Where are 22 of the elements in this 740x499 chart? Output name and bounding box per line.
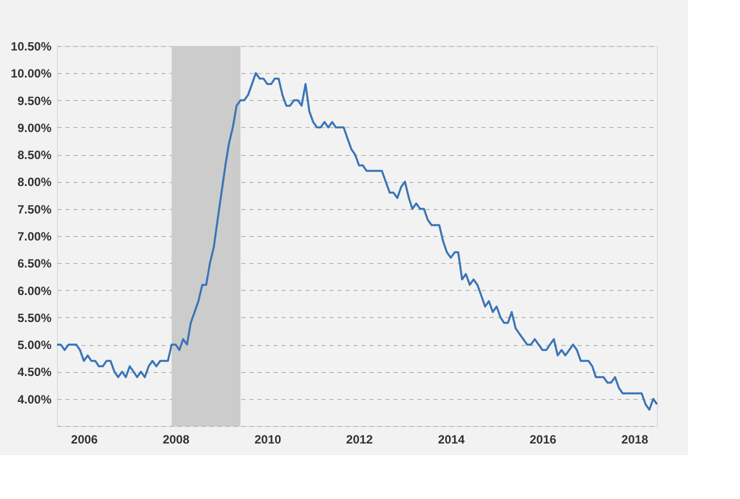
line-series	[56, 72, 658, 411]
y-tick-label: 5.50%	[17, 310, 52, 325]
x-tick-label: 2010	[254, 432, 282, 446]
y-tick-label: 4.00%	[17, 392, 52, 406]
y-tick-label: 9.00%	[17, 120, 52, 135]
y-tick-label: 5.00%	[17, 338, 52, 352]
y-tick-label: 4.50%	[17, 365, 52, 380]
x-tick-label: 2012	[346, 432, 374, 446]
x-tick-label: 2006	[71, 432, 98, 446]
x-tick-label: 2018	[621, 432, 648, 446]
y-tick-label: 6.50%	[17, 256, 52, 271]
y-tick-label: 7.50%	[17, 202, 52, 216]
y-tick-label: 8.00%	[17, 175, 52, 190]
x-tick-label: 2008	[162, 432, 190, 446]
y-tick-label: 6.00%	[17, 284, 52, 298]
x-tick-label: 2016	[530, 432, 557, 446]
y-tick-label: 9.50%	[17, 94, 52, 108]
y-tick-label: 10.50%	[10, 40, 52, 54]
y-tick-label: 8.50%	[17, 148, 52, 162]
x-tick-label: 2014	[438, 432, 465, 446]
y-tick-label: 7.00%	[17, 230, 52, 244]
y-tick-label: 10.00%	[10, 66, 52, 81]
